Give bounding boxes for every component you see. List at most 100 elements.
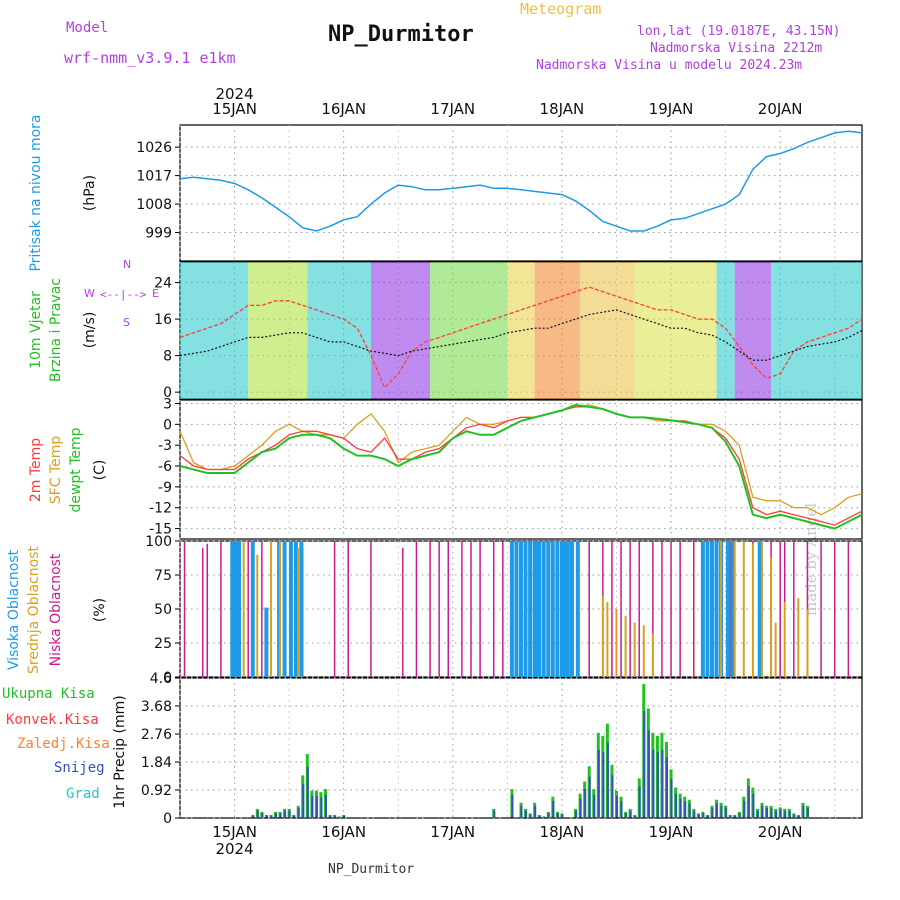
cloud-bar bbox=[652, 541, 654, 677]
compass-n: N bbox=[123, 258, 131, 271]
cloud-bar bbox=[438, 541, 440, 677]
cloud-bar bbox=[532, 541, 537, 677]
temp2m-label: 2m Temp bbox=[28, 438, 44, 502]
precip-bar-snow bbox=[579, 798, 582, 818]
ytick-label: 25 bbox=[154, 636, 172, 652]
coords-label: lon,lat (19.0187E, 43.15N) bbox=[637, 24, 841, 39]
precip-bar-snow bbox=[324, 794, 327, 818]
precip-bar-snow bbox=[615, 796, 618, 818]
cloud-bar bbox=[642, 625, 645, 677]
precip-bar-snow bbox=[665, 757, 668, 818]
precip-bar-snow bbox=[284, 810, 287, 818]
ytick-label: 1.84 bbox=[141, 755, 172, 771]
precip-bar-snow bbox=[543, 816, 546, 818]
cloud-bar bbox=[528, 541, 533, 677]
ytick-label: 16 bbox=[154, 312, 172, 328]
ytick-label: 2.76 bbox=[141, 727, 172, 743]
cloud-bar bbox=[620, 541, 622, 677]
precip-bar-snow bbox=[752, 793, 755, 818]
ytick-label: 0.92 bbox=[141, 783, 172, 799]
mid-cloud-label: Srednja Oblacnost bbox=[26, 546, 42, 674]
precip-bar-snow bbox=[593, 794, 596, 818]
cloud-bar bbox=[820, 541, 822, 677]
grid-lines bbox=[175, 125, 862, 819]
cloud-bar bbox=[415, 541, 418, 677]
precip-bar-snow bbox=[261, 813, 264, 818]
precip-bar-snow bbox=[734, 815, 737, 818]
xtick-label-top: 19JAN bbox=[649, 100, 694, 118]
precip-bar-snow bbox=[597, 749, 600, 818]
precip-bar-snow bbox=[338, 816, 341, 818]
cloud-bar bbox=[629, 541, 631, 677]
precip-bar-snow bbox=[670, 779, 673, 818]
precip-bar-snow bbox=[552, 800, 555, 818]
xtick-label-top: 20JAN bbox=[758, 100, 803, 118]
ytick-label: 75 bbox=[154, 568, 172, 584]
cloud-bar bbox=[537, 541, 542, 677]
xtick-label-bottom: 19JAN bbox=[649, 823, 694, 841]
precip-bar-snow bbox=[611, 775, 614, 818]
ytick-label: 999 bbox=[145, 226, 172, 242]
dewpt-label: dewpt Temp bbox=[68, 427, 84, 512]
year-label-bottom: 2024 bbox=[215, 840, 253, 858]
wind-band-5 bbox=[507, 262, 535, 399]
cloud-bar bbox=[730, 541, 735, 677]
precip-bar-snow bbox=[647, 730, 650, 818]
precip-bar-snow bbox=[679, 798, 682, 818]
cloud-bar bbox=[733, 541, 736, 677]
cloud-bar bbox=[720, 541, 723, 677]
wind-band-7 bbox=[580, 262, 635, 399]
cloud-bar bbox=[760, 541, 763, 677]
wind-band-8 bbox=[634, 262, 717, 399]
precip-bar-snow bbox=[575, 810, 578, 818]
precip-bar-snow bbox=[716, 803, 719, 818]
precip-bar-snow bbox=[329, 815, 332, 818]
ytick-label: -3 bbox=[158, 438, 172, 454]
sfc-temp-label: SFC Temp bbox=[48, 436, 64, 505]
cloud-bar bbox=[742, 541, 745, 677]
precip-bar-snow bbox=[538, 815, 541, 818]
model-elevation-label: Nadmorska Visina u modelu 2024.23m bbox=[536, 58, 803, 73]
cloud-bar bbox=[725, 541, 730, 677]
precip-bar-snow bbox=[766, 808, 769, 818]
xtick-label-bottom: 15JAN bbox=[212, 823, 257, 841]
precip-bar-snow bbox=[265, 815, 268, 818]
precip-unit-label: 1hr Precip (mm) bbox=[112, 695, 128, 808]
low-cloud-label: Niska Oblacnost bbox=[48, 553, 64, 666]
elevation-label: Nadmorska Visina 2212m bbox=[650, 41, 823, 56]
cloud-bar bbox=[509, 541, 514, 677]
precip-bar-snow bbox=[320, 797, 323, 818]
series-line-wind-gust bbox=[179, 286, 863, 389]
xtick-label-bottom: 20JAN bbox=[758, 823, 803, 841]
cloud-bar bbox=[523, 541, 528, 677]
ytick-label: 0 bbox=[163, 385, 172, 401]
ytick-label: 8 bbox=[163, 349, 172, 365]
precip-bar-snow bbox=[625, 813, 628, 818]
cloud-bar bbox=[806, 609, 809, 677]
precip-bar-snow bbox=[711, 808, 714, 818]
precip-bar-snow bbox=[770, 808, 773, 818]
cloud-bar bbox=[293, 541, 298, 677]
cloud-bar bbox=[514, 541, 519, 677]
precip-bar-snow bbox=[720, 805, 723, 818]
ytick-label: 1008 bbox=[136, 197, 172, 213]
precip-bar-snow bbox=[738, 813, 741, 818]
precip-bar-snow bbox=[706, 815, 709, 818]
cloud-bar bbox=[333, 541, 336, 677]
precip-bar-snow bbox=[638, 786, 641, 818]
cloud-bar bbox=[565, 541, 570, 677]
precip-bar-snow bbox=[775, 810, 778, 818]
precip-bar-snow bbox=[315, 796, 318, 818]
cloud-bar bbox=[206, 543, 209, 677]
precip-bar-snow bbox=[525, 810, 528, 818]
cloud-bar bbox=[261, 541, 263, 677]
year-label-top: 2024 bbox=[215, 85, 253, 103]
wind-band-0 bbox=[180, 262, 249, 399]
precip-legend-3: Snijeg bbox=[54, 760, 105, 776]
precip-bar-snow bbox=[556, 813, 559, 818]
cloud-bar bbox=[633, 622, 636, 677]
wind-band-6 bbox=[534, 262, 581, 399]
cloud-bar bbox=[729, 541, 731, 677]
cloud-bar bbox=[606, 602, 609, 677]
cloud-bar bbox=[541, 541, 546, 677]
